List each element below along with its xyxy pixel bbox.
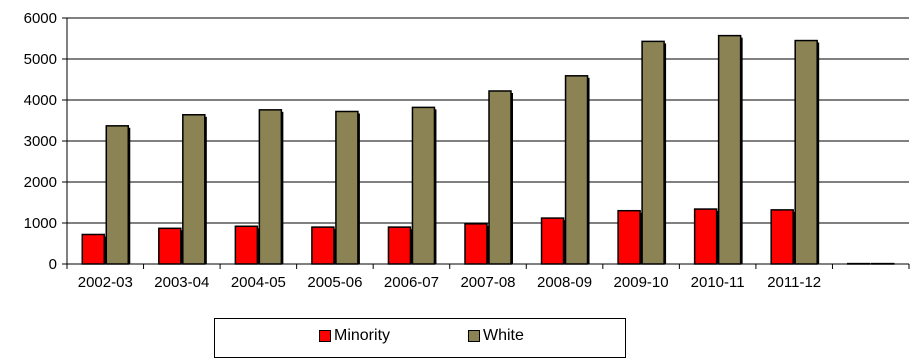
bar-minority [312, 227, 334, 264]
bar-white [795, 41, 817, 264]
bar-minority [618, 211, 640, 264]
bars [82, 36, 893, 264]
y-tick-label: 6000 [24, 10, 57, 27]
y-tick-label: 0 [49, 256, 57, 273]
bar-minority [542, 218, 564, 264]
x-tick-label: 2008-09 [537, 274, 592, 291]
x-tick-label: 2005-06 [307, 274, 362, 291]
y-tick-label: 2000 [24, 174, 57, 191]
x-tick-label: 2006-07 [384, 274, 439, 291]
x-tick-label: 2004-05 [231, 274, 286, 291]
x-tick-label: 2003-04 [154, 274, 209, 291]
x-tick-labels: 2002-03 2003-04 2004-05 2005-06 2006-07 2007-… [67, 264, 909, 291]
legend-swatch-white [468, 330, 480, 342]
y-tick-labels: 0 1000 2000 3000 4000 5000 6000 [24, 10, 67, 273]
x-tick-label: 2011-12 [767, 274, 821, 291]
bar-white [719, 36, 741, 264]
bar-white [489, 91, 511, 264]
x-tick-label: 2007-08 [460, 274, 515, 291]
bar-minority [695, 209, 717, 264]
bar-white [566, 76, 588, 264]
bar-minority [388, 227, 410, 264]
y-tick-label: 4000 [24, 92, 57, 109]
bar-minority [465, 224, 487, 264]
bar-white [106, 126, 128, 264]
bar-white [183, 115, 205, 264]
legend-swatch-minority [319, 330, 331, 342]
legend: Minority White [214, 318, 626, 358]
x-tick-label: 2002-03 [78, 274, 133, 291]
bar-white [642, 41, 664, 264]
y-tick-label: 1000 [24, 215, 57, 232]
bar-white [336, 111, 358, 264]
bar-white [412, 107, 434, 264]
legend-label-white: White [483, 327, 524, 345]
bar-minority [771, 210, 793, 264]
bar-white [259, 110, 281, 264]
legend-item-minority: Minority [319, 327, 390, 345]
bar-minority [159, 228, 181, 264]
y-tick-label: 5000 [24, 51, 57, 68]
x-tick-label: 2010-11 [691, 274, 745, 291]
legend-item-white: White [468, 327, 524, 345]
bar-chart: 0 1000 2000 3000 4000 5000 6000 2002-03 2003-04… [0, 0, 924, 320]
bar-minority [82, 234, 104, 264]
legend-label-minority: Minority [334, 327, 390, 345]
bar-minority [235, 226, 257, 264]
y-tick-label: 3000 [24, 133, 57, 150]
x-tick-label: 2009-10 [614, 274, 669, 291]
